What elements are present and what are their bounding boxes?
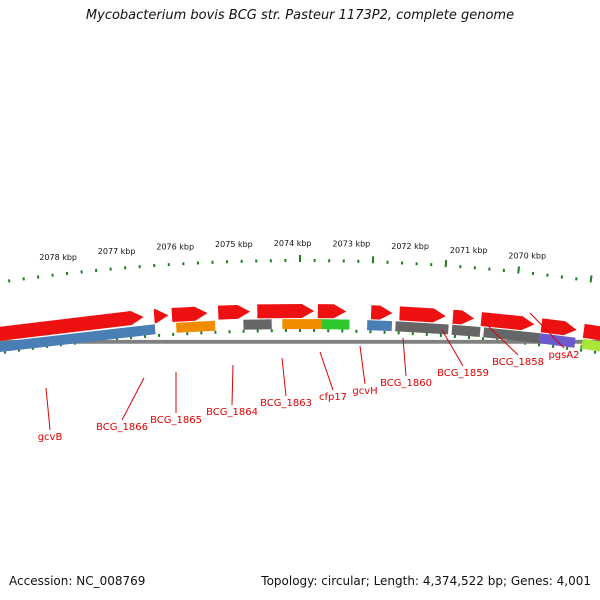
- kbp-label: 2070 kbp: [508, 251, 546, 260]
- gene-leader-line: [402, 337, 407, 377]
- gene-leader-line: [319, 351, 334, 391]
- gene-leader-line: [231, 364, 234, 406]
- forward-gene-arrow: [171, 306, 208, 322]
- gene-leader-line: [45, 387, 51, 431]
- forward-gene-arrow: [370, 305, 393, 320]
- reverse-gene-block: [451, 324, 481, 337]
- genome-title: Mycobacterium bovis BCG str. Pasteur 117…: [85, 8, 515, 23]
- genes-label: Genes:: [510, 574, 553, 588]
- tick-mark: [579, 344, 583, 352]
- forward-gene-arrow: [540, 318, 577, 336]
- topology-value: circular: [321, 574, 366, 588]
- gene-label: gcvH: [352, 386, 377, 397]
- gene-leader-line: [529, 312, 565, 349]
- gene-label: BCG_1858: [492, 357, 544, 368]
- genome-stats: Topology: circular; Length: 4,374,522 bp…: [261, 574, 591, 588]
- kbp-label: 2072 kbp: [391, 242, 429, 251]
- reverse-gene-block: [321, 319, 350, 330]
- kbp-label: 2077 kbp: [98, 247, 136, 256]
- kbp-label: 2076 kbp: [156, 243, 194, 252]
- reverse-gene-block: [282, 319, 322, 330]
- forward-gene-arrow: [452, 309, 475, 325]
- tick-mark: [589, 275, 593, 283]
- forward-gene-arrow: [582, 323, 600, 341]
- reverse-gene-block: [176, 320, 216, 333]
- genes-value: 4,001: [556, 574, 591, 588]
- reverse-gene-block: [243, 319, 272, 330]
- forward-gene-arrow: [257, 304, 315, 319]
- gene-leader-line: [359, 345, 366, 385]
- gene-label: BCG_1864: [206, 407, 258, 418]
- gene-leader-line: [121, 377, 145, 421]
- length-label: Length:: [373, 574, 420, 588]
- gene-label: BCG_1865: [150, 415, 202, 426]
- length-value: 4,374,522 bp: [422, 574, 503, 588]
- gene-label: BCG_1863: [260, 398, 312, 409]
- gene-label: gcvB: [38, 432, 63, 443]
- gene-label: BCG_1866: [96, 422, 148, 433]
- kbp-label: 2071 kbp: [450, 246, 488, 255]
- reverse-gene-block: [581, 338, 600, 352]
- accession-label: Accession:: [9, 574, 73, 588]
- forward-gene-arrow: [0, 311, 144, 341]
- gene-leader-line: [441, 329, 464, 367]
- gene-features: [0, 304, 600, 353]
- kbp-label: 2074 kbp: [274, 239, 312, 248]
- kbp-label: 2073 kbp: [333, 240, 371, 249]
- gene-leader-line: [483, 321, 519, 356]
- accession-info: Accession: NC_008769: [9, 574, 145, 588]
- forward-gene-arrow: [317, 304, 347, 319]
- forward-gene-arrow: [217, 305, 251, 320]
- gene-label: BCG_1860: [380, 378, 432, 389]
- gene-label: cfp17: [319, 392, 347, 403]
- gene-label: BCG_1859: [437, 368, 489, 379]
- reverse-gene-block: [395, 321, 449, 335]
- tick-mark: [517, 266, 520, 274]
- reverse-gene-block: [539, 333, 576, 348]
- reverse-gene-block: [367, 320, 393, 332]
- gene-leader-line: [281, 357, 287, 397]
- reverse-gene-block: [483, 327, 541, 344]
- topology-label: Topology:: [261, 574, 318, 588]
- forward-gene-arrow: [480, 312, 535, 331]
- forward-gene-arrow: [399, 306, 446, 323]
- kbp-label: 2078 kbp: [39, 253, 77, 262]
- accession-value: NC_008769: [76, 574, 146, 588]
- reverse-gene-block: [0, 324, 156, 353]
- gene-label: pgsA2: [548, 350, 579, 361]
- kbp-label: 2075 kbp: [215, 240, 253, 249]
- forward-gene-arrow: [153, 309, 169, 324]
